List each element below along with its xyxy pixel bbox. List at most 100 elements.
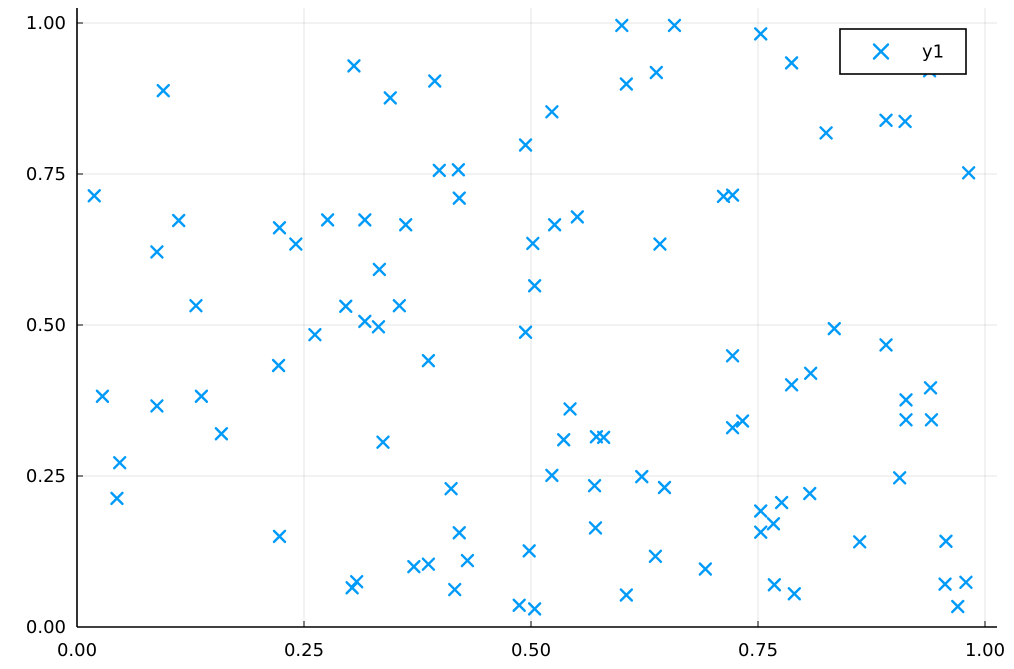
data-point bbox=[635, 469, 649, 484]
data-point bbox=[171, 213, 186, 228]
data-point bbox=[787, 587, 802, 601]
data-point bbox=[545, 468, 559, 483]
data-point bbox=[371, 320, 386, 334]
data-point bbox=[619, 588, 634, 602]
data-point bbox=[392, 298, 407, 313]
data-point bbox=[545, 105, 559, 119]
data-point bbox=[879, 338, 893, 352]
x-tick-label-1: 0.25 bbox=[284, 640, 324, 661]
data-point bbox=[376, 435, 390, 449]
data-point bbox=[518, 325, 533, 339]
data-point bbox=[725, 349, 740, 363]
legend-marker bbox=[872, 43, 890, 60]
data-point bbox=[407, 559, 421, 574]
data-point bbox=[619, 77, 634, 91]
axes-frame bbox=[76, 8, 997, 628]
data-point bbox=[784, 378, 799, 392]
data-point bbox=[448, 582, 462, 597]
data-point bbox=[735, 414, 750, 428]
y-tick-label-1: 0.25 bbox=[26, 466, 66, 487]
data-point bbox=[649, 65, 664, 80]
data-point bbox=[522, 544, 536, 558]
data-point bbox=[939, 534, 953, 548]
data-point bbox=[527, 279, 542, 293]
data-point bbox=[923, 381, 938, 395]
legend-box bbox=[839, 28, 967, 75]
data-point bbox=[272, 221, 287, 235]
y-tick-label-3: 0.75 bbox=[26, 164, 66, 185]
data-point bbox=[526, 236, 540, 251]
x-tick-label-3: 0.75 bbox=[738, 640, 778, 661]
data-point bbox=[518, 138, 533, 152]
data-point bbox=[460, 553, 475, 568]
data-point bbox=[648, 549, 663, 564]
data-point bbox=[959, 575, 973, 590]
data-point bbox=[754, 504, 768, 518]
data-point bbox=[150, 399, 164, 413]
data-point bbox=[938, 577, 952, 591]
data-point bbox=[272, 529, 287, 544]
data-point bbox=[452, 191, 466, 205]
data-point bbox=[587, 478, 602, 493]
data-point bbox=[879, 113, 893, 127]
data-point bbox=[271, 358, 286, 373]
data-point bbox=[527, 602, 542, 616]
data-point bbox=[320, 213, 335, 227]
data-point bbox=[452, 526, 466, 540]
data-point bbox=[698, 562, 713, 576]
data-point bbox=[372, 262, 387, 277]
data-point bbox=[803, 486, 817, 501]
y-tick-label-4: 1.00 bbox=[26, 13, 66, 34]
data-point bbox=[432, 163, 446, 178]
data-point bbox=[289, 237, 303, 251]
data-point bbox=[421, 353, 436, 368]
data-points bbox=[87, 18, 976, 616]
data-point bbox=[570, 210, 585, 224]
data-point bbox=[451, 163, 466, 177]
data-point bbox=[214, 427, 229, 441]
data-point bbox=[347, 59, 361, 73]
data-point bbox=[563, 402, 577, 416]
data-point bbox=[444, 481, 458, 496]
y-tick-label-0: 0.00 bbox=[26, 617, 66, 638]
data-point bbox=[667, 18, 682, 33]
data-point bbox=[899, 413, 913, 427]
data-point bbox=[112, 456, 127, 470]
data-point bbox=[774, 495, 789, 510]
data-point bbox=[421, 557, 436, 571]
data-point bbox=[110, 491, 124, 506]
data-point bbox=[156, 83, 170, 98]
data-point bbox=[383, 91, 397, 105]
data-point bbox=[349, 575, 364, 589]
data-point bbox=[596, 430, 611, 445]
data-point bbox=[725, 188, 740, 202]
data-point bbox=[754, 27, 768, 41]
data-point bbox=[358, 213, 372, 227]
tick-labels: 0.00 0.25 0.50 0.75 1.00 0.00 0.25 0.50 0.75 1.00 bbox=[26, 13, 1005, 661]
data-point bbox=[653, 237, 667, 251]
data-point bbox=[819, 126, 833, 140]
x-tick-label-0: 0.00 bbox=[57, 640, 97, 661]
x-tick-label-4: 1.00 bbox=[965, 640, 1005, 661]
data-point bbox=[766, 517, 781, 531]
data-point bbox=[512, 598, 526, 612]
data-point bbox=[754, 525, 768, 539]
data-point bbox=[803, 366, 818, 381]
data-point bbox=[547, 218, 562, 232]
data-point bbox=[556, 433, 571, 447]
data-point bbox=[924, 413, 939, 427]
y-tick-label-2: 0.50 bbox=[26, 315, 66, 336]
data-point bbox=[189, 298, 203, 313]
data-point bbox=[615, 18, 629, 33]
data-point bbox=[87, 189, 101, 203]
data-point bbox=[150, 245, 164, 259]
data-point bbox=[194, 389, 209, 403]
data-point bbox=[95, 389, 110, 403]
data-point bbox=[892, 471, 907, 485]
data-point bbox=[725, 420, 740, 435]
data-point bbox=[339, 299, 353, 313]
data-point bbox=[767, 578, 782, 592]
data-point bbox=[398, 218, 413, 232]
data-point bbox=[951, 599, 965, 614]
